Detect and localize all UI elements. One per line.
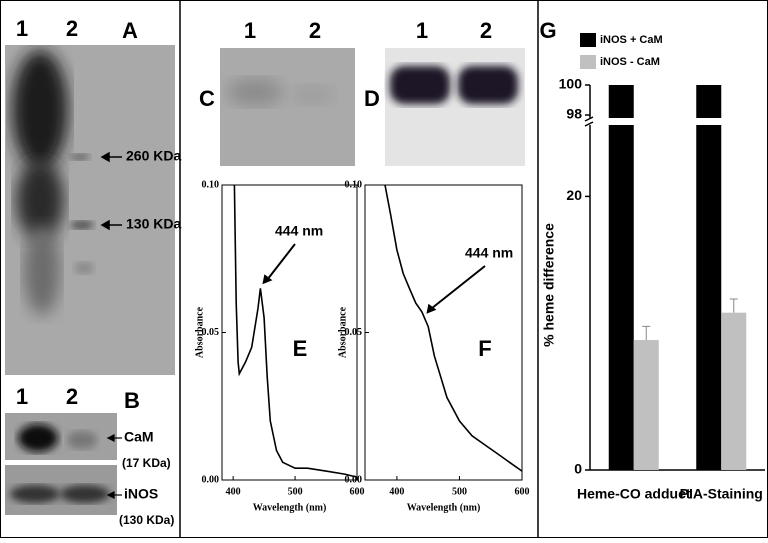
legend-swatch — [580, 55, 596, 69]
y-tick-label: 0 — [574, 461, 582, 477]
lane-label: 1 — [244, 18, 256, 43]
y-tick-label: 0.10 — [345, 179, 363, 190]
marker-label: 130 KDa — [126, 216, 181, 232]
annotation-arrow — [431, 265, 486, 309]
y-axis-label: Absorbance — [337, 306, 348, 358]
x-tick-label: Heme-CO adduct — [577, 486, 691, 502]
row-label: iNOS — [124, 486, 158, 502]
legend-swatch — [580, 33, 596, 47]
marker-arrows — [100, 151, 122, 231]
annotation-arrow — [267, 243, 296, 279]
lane-label: 2 — [309, 18, 321, 43]
axis-break — [582, 118, 765, 125]
panel-label: E — [293, 336, 308, 361]
row-size: (130 KDa) — [119, 513, 174, 527]
x-axis-label: Wavelength (nm) — [407, 502, 481, 513]
gel-c — [220, 48, 355, 166]
bar — [696, 85, 722, 470]
y-tick-label: 98 — [566, 106, 582, 122]
spectrum — [233, 184, 358, 478]
bar — [633, 340, 659, 470]
error-bar — [642, 325, 651, 341]
x-tick-label: 400 — [226, 486, 241, 497]
x-tick-label: 500 — [288, 486, 303, 497]
x-tick-label: 600 — [350, 486, 365, 497]
panel-label: C — [199, 86, 215, 111]
x-tick-label: 500 — [452, 486, 467, 497]
legend-label: iNOS + CaM — [600, 34, 663, 46]
y-tick-label: 0.05 — [345, 327, 363, 338]
marker-label: 260 KDa — [126, 148, 181, 164]
x-axis-label: Wavelength (nm) — [253, 502, 327, 513]
panel-label: A — [122, 18, 138, 43]
lane-label: 2 — [66, 384, 78, 409]
y-tick-label: 0.00 — [202, 474, 220, 485]
gel-a — [5, 45, 175, 375]
annotation: 444 nm — [275, 223, 323, 239]
legend-label: iNOS - CaM — [600, 56, 660, 68]
y-axis-label: % heme difference — [541, 223, 557, 347]
panel-label: B — [124, 388, 140, 413]
y-tick-label: 0.00 — [345, 474, 363, 485]
panel-label: F — [478, 336, 491, 361]
row-arrows — [106, 434, 122, 499]
error-bar — [729, 298, 738, 313]
annotation-arrowhead — [426, 303, 437, 314]
x-tick-label: 400 — [389, 486, 404, 497]
lane-label: 1 — [16, 384, 28, 409]
annotation: 444 nm — [465, 245, 513, 261]
y-tick-label: 0.05 — [202, 327, 220, 338]
bar — [721, 312, 747, 470]
panel-label: D — [364, 86, 380, 111]
y-tick-label: 0.10 — [202, 179, 220, 190]
row-label: CaM — [124, 429, 154, 445]
lane-label: 1 — [16, 16, 28, 41]
gel-d — [385, 48, 525, 166]
row-size: (17 KDa) — [122, 456, 171, 470]
annotation-arrowhead — [262, 274, 273, 285]
panel-label: G — [539, 18, 556, 43]
x-tick-label: PIA-Staining — [680, 486, 763, 502]
y-tick-label: 100 — [559, 76, 583, 92]
spectrum — [384, 184, 523, 472]
y-tick-label: 20 — [566, 187, 582, 203]
y-axis-label: Absorbance — [194, 306, 205, 358]
lane-label: 2 — [480, 18, 492, 43]
lane-label: 1 — [416, 18, 428, 43]
x-tick-label: 600 — [515, 486, 530, 497]
lane-label: 2 — [66, 16, 78, 41]
gel-b — [5, 413, 117, 515]
break-mark — [584, 116, 594, 127]
bar — [608, 85, 634, 470]
